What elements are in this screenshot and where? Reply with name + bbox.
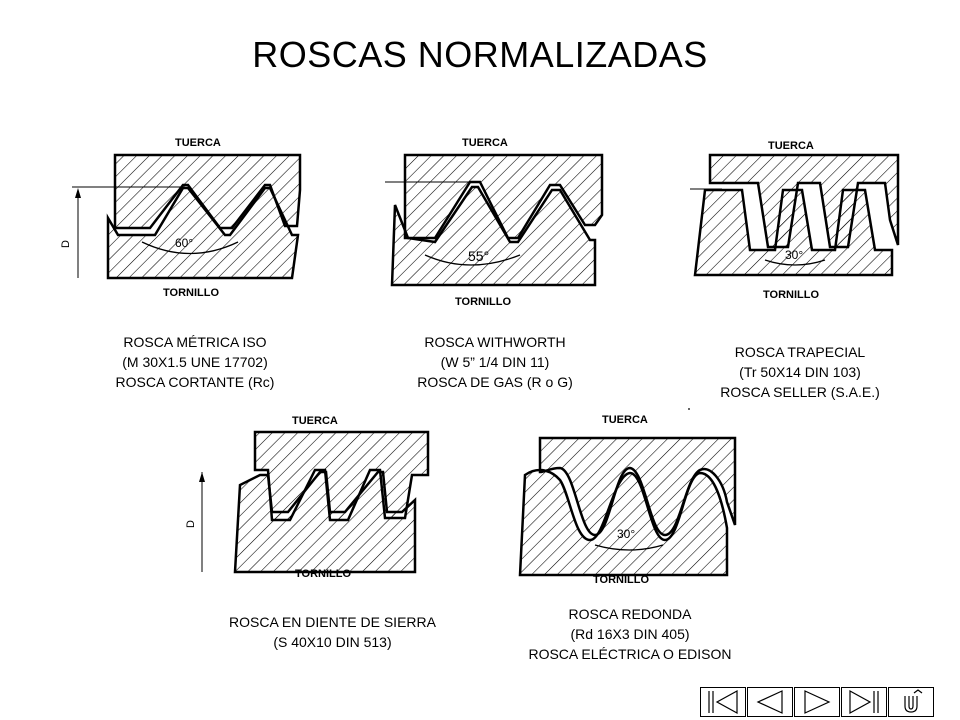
caption-line: ROSCA SELLER (S.A.E.) <box>720 384 880 400</box>
nut-label: TUERCA <box>602 414 648 426</box>
screw-section <box>390 185 597 287</box>
caption-line: ROSCA EN DIENTE DE SIERRA <box>229 614 436 630</box>
nut-label: TUERCA <box>175 137 221 149</box>
caption-line: ROSCA MÉTRICA ISO <box>123 334 267 350</box>
previous-slide-button[interactable] <box>747 687 793 717</box>
nut-label: TUERCA <box>462 137 508 149</box>
caption-line: (W 5” 1/4 DIN 11) <box>440 354 550 370</box>
nut-section <box>403 153 604 240</box>
caption-line: (S 40X10 DIN 513) <box>273 634 392 650</box>
slide-navigation <box>700 687 935 717</box>
caption-line: ROSCA REDONDA <box>568 606 692 622</box>
screw-section <box>106 186 300 280</box>
nut-section <box>538 436 737 537</box>
screw-label: TORNILLO <box>455 296 512 308</box>
caption-round: ROSCA REDONDA (Rd 16X3 DIN 405) ROSCA EL… <box>505 604 755 664</box>
caption-line: (Rd 16X3 DIN 405) <box>570 626 690 642</box>
nut-section <box>253 430 430 522</box>
diameter-label: D <box>184 520 197 528</box>
thread-diagram-whitworth: TUERCA TORNILLO 55° <box>380 130 620 315</box>
first-slide-icon <box>708 689 738 715</box>
caption-line: ROSCA ELÉCTRICA O EDISON <box>528 646 732 662</box>
thread-diagram-trapezoidal: TUERCA TORNILLO 30° <box>680 135 920 310</box>
next-slide-icon <box>804 690 831 714</box>
last-slide-button[interactable] <box>841 687 887 717</box>
angle-label: 30° <box>785 248 804 262</box>
caption-line: ROSCA TRAPECIAL <box>734 344 866 360</box>
screw-section <box>693 188 894 277</box>
angle-label: 55° <box>468 248 490 264</box>
screw-label: TORNILLO <box>163 287 220 299</box>
caption-line: ROSCA DE GAS (R o G) <box>417 374 573 390</box>
thread-diagram-metric-iso: TUERCA TORNILLO D 60° <box>60 130 320 310</box>
angle-label: 30° <box>617 527 636 541</box>
nut-section <box>113 153 302 230</box>
thread-diagram-round: TUERCA TORNILLO 30° <box>505 410 745 590</box>
caption-line: (Tr 50X14 DIN 103) <box>739 364 861 380</box>
next-slide-button[interactable] <box>794 687 840 717</box>
speck <box>688 408 690 410</box>
return-button[interactable] <box>888 687 934 717</box>
page-title: ROSCAS NORMALIZADAS <box>252 34 708 75</box>
diameter-label: D <box>59 240 72 248</box>
caption-sawtooth: ROSCA EN DIENTE DE SIERRA (S 40X10 DIN 5… <box>205 612 460 652</box>
screw-section <box>518 468 729 577</box>
caption-metric-iso: ROSCA MÉTRICA ISO (M 30X1.5 UNE 17702) R… <box>90 332 300 392</box>
nut-label: TUERCA <box>292 415 338 427</box>
last-slide-icon <box>849 689 879 715</box>
caption-line: ROSCA WITHWORTH <box>424 334 566 350</box>
nut-label: TUERCA <box>768 140 814 152</box>
caption-line: (M 30X1.5 UNE 17702) <box>122 354 268 370</box>
screw-label: TORNILLO <box>295 568 352 580</box>
thread-diagram-sawtooth: TUERCA TORNILLO D <box>180 410 430 590</box>
screw-label: TORNILLO <box>763 289 820 301</box>
screw-label: TORNILLO <box>593 574 650 586</box>
caption-line: ROSCA CORTANTE (Rc) <box>115 374 275 390</box>
caption-whitworth: ROSCA WITHWORTH (W 5” 1/4 DIN 11) ROSCA … <box>395 332 595 392</box>
caption-trapezoidal: ROSCA TRAPECIAL (Tr 50X14 DIN 103) ROSCA… <box>705 342 895 402</box>
return-icon <box>904 689 923 713</box>
first-slide-button[interactable] <box>700 687 746 717</box>
angle-label: 60° <box>175 236 194 250</box>
previous-slide-icon <box>756 690 783 714</box>
screw-section <box>233 470 417 574</box>
